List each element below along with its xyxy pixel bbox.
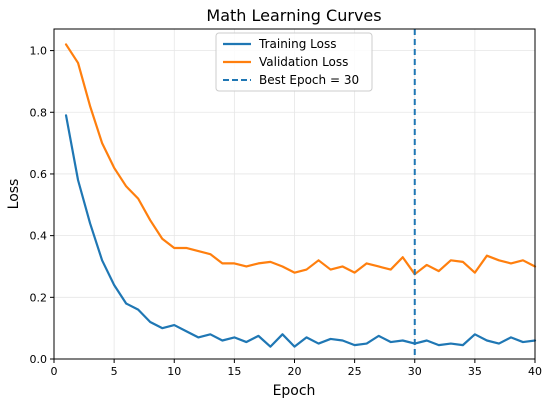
- y-tick-label: 0.2: [30, 291, 48, 304]
- legend-box: [215, 32, 373, 92]
- x-tick-label: 20: [288, 365, 302, 378]
- x-tick-label: 15: [227, 365, 241, 378]
- x-tick-label: 5: [111, 365, 118, 378]
- y-axis-label: Loss: [6, 179, 22, 210]
- plot-frame: [53, 28, 536, 360]
- x-axis-label: Epoch: [273, 383, 316, 399]
- legend-label-training: Training Loss: [258, 37, 336, 51]
- x-tick-label: 30: [408, 365, 422, 378]
- legend: Training Loss Validation Loss Best Epoch…: [215, 32, 373, 92]
- chart-title: Math Learning Curves: [206, 6, 381, 25]
- validation-loss-line: [64, 43, 537, 276]
- y-tick-label: 0.0: [30, 353, 48, 366]
- y-tick-label: 0.4: [30, 230, 48, 243]
- x-tick-label: 0: [51, 365, 58, 378]
- training-loss-line: [64, 114, 537, 348]
- plot-area: [64, 29, 537, 359]
- y-tick-label: 0.6: [30, 168, 48, 181]
- x-tick-label: 25: [348, 365, 362, 378]
- legend-label-validation: Validation Loss: [259, 55, 348, 69]
- x-tick-label: 35: [468, 365, 482, 378]
- y-tick-label: 1.0: [30, 45, 48, 58]
- ticks: 0 5 10 15 20 25 30 35 40 0.0 0.2 0.4 0.6 0.8 1.0: [30, 45, 543, 378]
- x-tick-label: 10: [167, 365, 181, 378]
- x-tick-label: 40: [528, 365, 542, 378]
- legend-label-best-epoch: Best Epoch = 30: [259, 73, 359, 87]
- y-tick-label: 0.8: [30, 106, 48, 119]
